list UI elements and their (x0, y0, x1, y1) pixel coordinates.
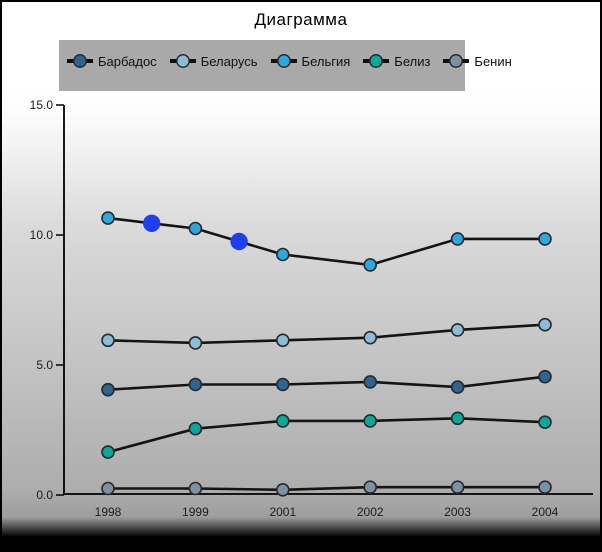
x-tick-label: 1998 (95, 505, 122, 519)
data-point[interactable] (450, 480, 465, 495)
legend-label: Бельгия (301, 53, 351, 69)
legend-item[interactable]: Барбадос (67, 53, 157, 69)
data-point[interactable] (275, 247, 290, 262)
data-point[interactable] (538, 369, 552, 384)
data-point[interactable] (363, 330, 378, 345)
x-tick-label: 2001 (269, 505, 296, 519)
data-point[interactable] (101, 445, 115, 459)
legend-item[interactable]: Белиз (363, 53, 430, 69)
data-point[interactable] (101, 211, 115, 225)
x-tick-label: 2004 (532, 505, 559, 519)
data-point[interactable] (363, 258, 378, 272)
data-point-highlight[interactable] (143, 214, 161, 232)
data-point-highlight[interactable] (230, 232, 248, 251)
legend-marker-icon (270, 54, 297, 68)
series-line-Беларусь (107, 323, 546, 345)
series-line-Бельгия (107, 216, 545, 267)
axis-lines (63, 105, 593, 495)
data-point[interactable] (538, 232, 552, 246)
y-tick-label: 5.0 (36, 358, 53, 372)
data-point[interactable] (188, 377, 203, 392)
legend-marker-icon (67, 54, 93, 68)
data-point[interactable] (538, 480, 552, 495)
legend-marker-icon (363, 54, 390, 68)
legend-label: Бенин (474, 53, 512, 69)
data-point[interactable] (188, 336, 203, 350)
data-point[interactable] (188, 421, 203, 436)
y-tick-label: 15.0 (30, 98, 54, 112)
y-tick-label: 10.0 (30, 228, 54, 242)
data-point[interactable] (101, 333, 115, 348)
legend-label: Барбадос (98, 53, 157, 69)
legend-label: Беларусь (200, 53, 258, 69)
x-tick-label: 2003 (444, 505, 471, 519)
data-point[interactable] (275, 377, 290, 392)
data-point[interactable] (363, 375, 378, 389)
data-point[interactable] (450, 323, 465, 337)
chart-title: Диаграмма (254, 10, 348, 29)
legend-item[interactable]: Бенин (443, 53, 512, 69)
x-tick-label: 1999 (182, 505, 209, 519)
data-point[interactable] (275, 414, 290, 428)
x-tick-label: 2002 (357, 505, 384, 519)
data-point[interactable] (101, 382, 115, 397)
series-line-Барбадос (107, 375, 546, 391)
legend-marker-icon (169, 54, 196, 68)
legend: Барбадос Беларусь Бельгия Белиз Бенин (59, 40, 512, 91)
data-point[interactable] (275, 482, 290, 497)
data-point[interactable] (101, 481, 115, 496)
legend-item[interactable]: Бельгия (270, 53, 351, 69)
series-line-Бенин (108, 485, 545, 492)
data-point[interactable] (275, 333, 290, 348)
data-point[interactable] (363, 480, 378, 495)
data-point[interactable] (538, 317, 552, 332)
data-point[interactable] (450, 411, 465, 426)
data-point[interactable] (188, 481, 203, 496)
legend-marker-icon (443, 54, 470, 68)
legend-label: Белиз (394, 53, 431, 69)
data-point[interactable] (363, 414, 378, 428)
data-point[interactable] (188, 221, 203, 236)
data-point[interactable] (538, 415, 552, 430)
legend-item[interactable]: Беларусь (169, 53, 258, 69)
data-point[interactable] (450, 380, 465, 394)
y-tick-label: 0.0 (36, 488, 53, 502)
series-line-Белиз (107, 416, 546, 454)
data-point[interactable] (450, 232, 465, 246)
